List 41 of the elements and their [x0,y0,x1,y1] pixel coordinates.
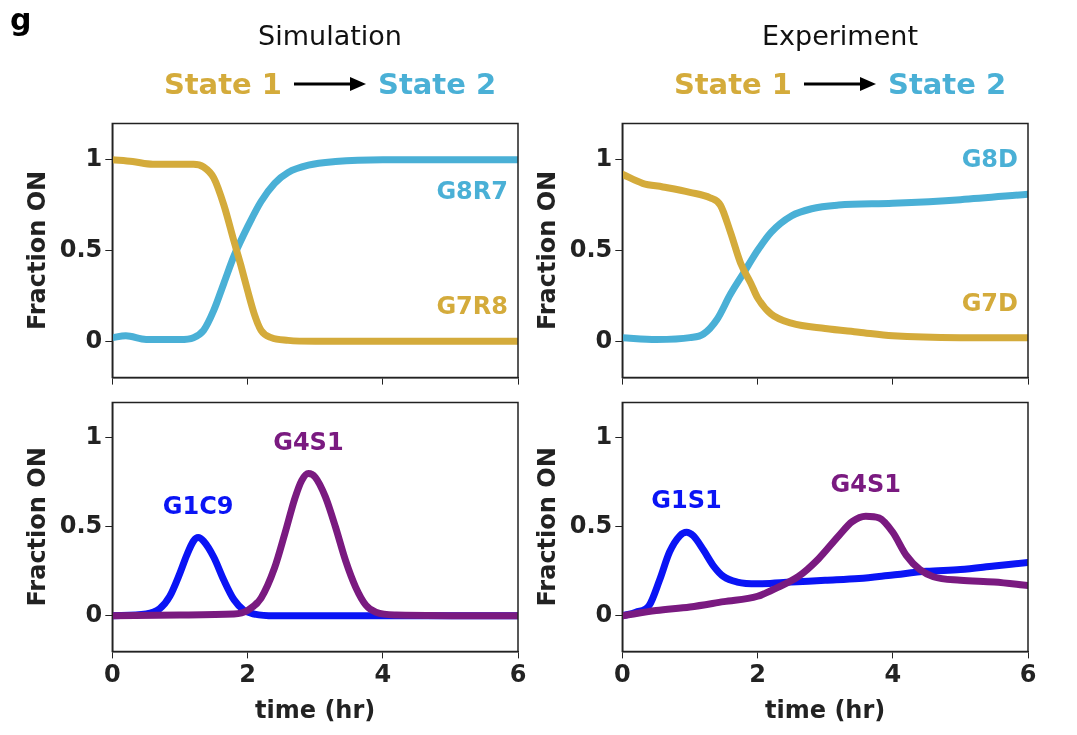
y-axis-title: Fraction ON [532,447,561,607]
series-label: G1S1 [651,486,722,515]
x-axis-title: time (hr) [765,695,886,724]
x-tick-label: 4 [884,660,902,689]
x-tick-label: 4 [374,660,392,689]
x-tick-label: 6 [1019,660,1037,689]
series-label: G7D [961,288,1018,317]
y-tick-label: 0 [595,325,613,354]
x-tick-label: 2 [749,660,766,689]
series-label: G1C9 [162,491,234,520]
x-tick-label: 0 [613,660,631,689]
y-axis-title: Fraction ON [532,170,561,331]
y-tick-label: 0.5 [59,511,103,540]
y-tick-label: 0 [85,600,103,629]
y-axis-title: Fraction ON [22,447,51,607]
text: State 1 [673,67,792,101]
y-tick-label: 0 [85,325,103,354]
chart-title: Simulation [258,20,402,51]
x-axis-title: time (hr) [255,695,376,724]
text: State 2 [888,67,1007,101]
y-tick-label: 0.5 [569,234,613,263]
chart-title: Experiment [761,20,919,53]
series-label: G4S1 [830,470,901,499]
text: State 1 [163,67,282,101]
text: State 2 [378,67,497,101]
x-tick-label: 2 [239,660,256,689]
y-tick-label: 0.5 [59,234,103,263]
y-tick-label: 0.5 [569,511,613,540]
y-tick-label: 1 [595,143,613,172]
y-tick-label: 1 [595,422,613,451]
text: g [10,2,32,37]
y-axis-title: Fraction ON [22,170,51,331]
series-label: G4S1 [273,427,344,456]
x-tick-label: 0 [103,660,121,689]
y-tick-label: 1 [85,422,103,451]
series-label: G8D [961,145,1018,174]
y-tick-label: 0 [595,600,613,629]
x-tick-label: 6 [509,660,527,689]
series-label: G8R7 [436,176,508,205]
series-label: G7R8 [436,292,508,321]
y-tick-label: 1 [85,143,103,172]
